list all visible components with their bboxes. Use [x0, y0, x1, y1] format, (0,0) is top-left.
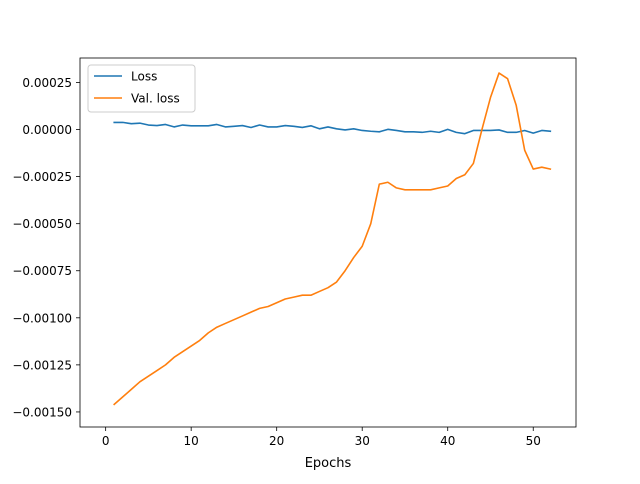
x-tick-label: 40: [440, 434, 455, 448]
series-line-1: [113, 72, 552, 406]
x-axis-label: Epochs: [305, 456, 352, 471]
legend: Loss Val. loss: [87, 64, 196, 113]
y-tick-label: −0.00075: [12, 264, 72, 278]
y-axis: 0.00025 0.00000 −0.00025 −0.00050 −0.00075 −0…: [12, 76, 80, 419]
legend-label: Loss: [131, 70, 157, 84]
x-tick-label: 50: [526, 434, 541, 448]
y-tick-label: −0.00150: [12, 405, 72, 419]
x-tick-label: 30: [355, 434, 370, 448]
y-tick-label: −0.00125: [12, 358, 72, 372]
x-tick-label: 10: [184, 434, 199, 448]
x-axis: 0 10 20 30 40 50: [102, 427, 541, 448]
y-tick-label: −0.00050: [12, 217, 72, 231]
series-layer: [113, 72, 552, 406]
x-tick-label: 20: [269, 434, 284, 448]
y-tick-label: 0.00000: [22, 123, 72, 137]
series-line-0: [113, 121, 552, 135]
y-tick-label: −0.00100: [12, 311, 72, 325]
legend-label: Val. loss: [131, 92, 180, 106]
y-tick-label: −0.00025: [12, 170, 72, 184]
plot-area-frame: [79, 57, 577, 428]
y-tick-label: 0.00025: [22, 76, 72, 90]
x-tick-label: 0: [102, 434, 110, 448]
